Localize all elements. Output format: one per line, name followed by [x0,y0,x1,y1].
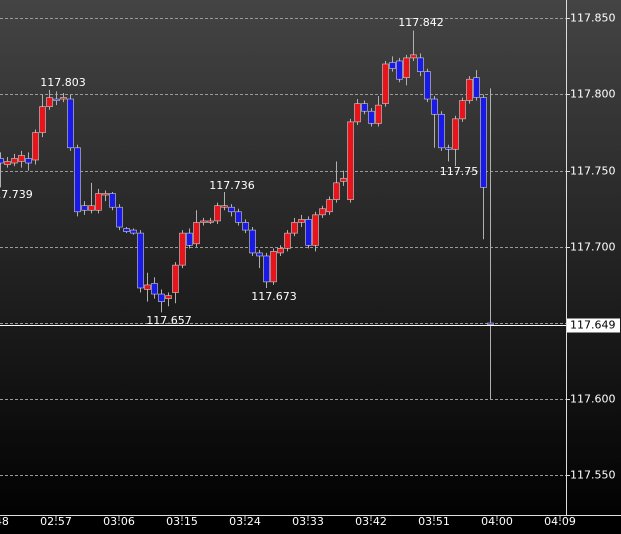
candle-body [396,60,403,80]
candle-body [445,147,452,150]
candle-body [417,57,424,72]
candle-body [200,220,207,223]
price-annotation: 117.75 [440,165,479,178]
candle-body [81,205,88,211]
candle-body [214,205,221,222]
candle-body [333,182,340,200]
candle-body [130,229,137,234]
candle-body [235,211,242,223]
candle-body [305,219,312,246]
candle-body [123,228,130,232]
candle-body [410,54,417,59]
candle-body [277,248,284,254]
y-tick-label: 117.750 [570,165,616,178]
candle-body [11,158,18,164]
y-tick-label: 117.850 [570,12,616,25]
price-annotation: 117.657 [146,314,192,327]
candle-body [270,251,277,283]
price-annotation: 117.842 [398,16,444,29]
candle-body [263,255,270,283]
candle-body [0,158,4,164]
x-tick-label: 03:15 [166,515,198,528]
candle-body [165,295,172,299]
x-tick-label: 03:33 [292,515,324,528]
x-tick-label: 03:06 [103,515,135,528]
price-annotation: 117.739 [0,188,33,201]
candle-body [4,161,11,165]
candle-body [473,77,480,98]
x-tick-label: 04:00 [481,515,513,528]
candle-body [326,199,333,213]
candle-body [53,98,60,101]
candle-body [487,322,494,325]
candle-body [361,103,368,112]
candle-body [284,232,291,249]
candle-body [354,103,361,123]
candle-body [172,264,179,293]
candle-body [60,97,67,100]
candle-body [319,208,326,216]
price-annotation: 117.673 [251,290,297,303]
candle-body [158,293,165,302]
x-tick-label: 03:42 [355,515,387,528]
candle-body [193,222,200,245]
candle-body [67,98,74,149]
candle-body [116,206,123,228]
candle-body [242,222,249,231]
candle-body [298,219,305,223]
candle-body [452,118,459,150]
candle-body [151,283,158,295]
candle-body [375,104,382,124]
candle-body [291,222,298,234]
candle-body [109,193,116,208]
candle-body [368,110,375,124]
candle-body [382,63,389,104]
candle-body [389,62,396,69]
candle-body [431,98,438,115]
candle-body [312,214,319,246]
candle-body [46,97,53,107]
candle-body [144,284,151,290]
x-tick-label: 02:57 [40,515,72,528]
candle-body [207,220,214,223]
y-tick-label: 117.800 [570,88,616,101]
candle-body [221,205,228,208]
candle-body [102,193,109,196]
plot-background [0,0,621,515]
x-tick-label: 03:24 [229,515,261,528]
candle-body [186,232,193,246]
y-tick-label: 117.550 [570,469,616,482]
axis-background [0,515,621,530]
candle-body [249,229,256,254]
candle-body [25,158,32,164]
last-price-box [567,318,620,333]
candle-body [179,232,186,266]
candle-body [74,147,81,213]
candle-body [256,252,263,257]
y-tick-label: 117.700 [570,241,616,254]
candle-body [95,193,102,211]
candle-body [228,206,235,213]
candle-body [137,232,144,289]
candle-body [88,205,95,211]
candle-body [32,132,39,161]
x-tick-label: 02:48 [0,515,9,528]
price-annotation: 117.803 [40,76,86,89]
candle-body [39,106,46,133]
candle-body [424,71,431,100]
candle-body [438,113,445,149]
candle-body [340,177,347,182]
candle-body [466,78,473,101]
candle-body [459,100,466,120]
y-tick-label: 117.600 [570,393,616,406]
x-tick-label: 04:09 [544,515,576,528]
candle-body [480,97,487,188]
x-tick-label: 03:51 [418,515,450,528]
price-annotation: 117.736 [209,179,255,192]
candle-body [18,155,25,162]
last-price-label: 117.649 [570,319,616,332]
candle-body [347,121,354,200]
candle-body [403,57,410,79]
